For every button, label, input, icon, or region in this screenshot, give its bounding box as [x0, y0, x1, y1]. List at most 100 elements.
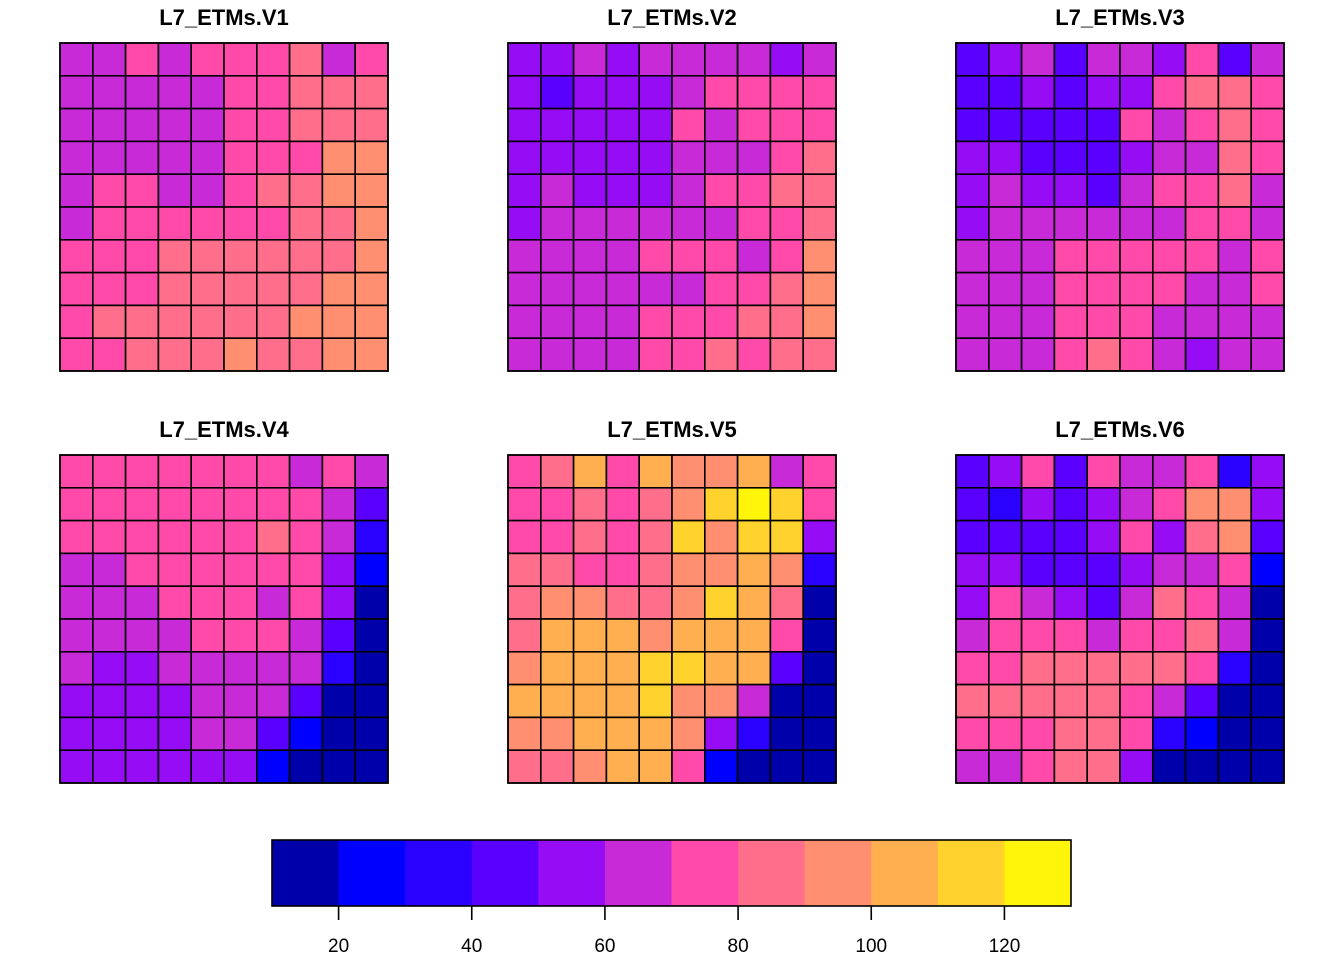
- heatmap-cell: [769, 304, 805, 339]
- heatmap-cell: [1152, 271, 1187, 307]
- heatmap-cell: [223, 75, 258, 110]
- heatmap-cell: [1217, 552, 1253, 588]
- heatmap-cell: [769, 683, 805, 719]
- panel-border: [955, 454, 1285, 784]
- heatmap-cell: [1184, 618, 1220, 653]
- heatmap-cell: [955, 173, 990, 208]
- heatmap-cell: [354, 107, 389, 143]
- heatmap-cell: [1053, 107, 1089, 143]
- heatmap-cell: [92, 42, 127, 77]
- heatmap-cell: [1184, 650, 1220, 686]
- heatmap-cell: [1053, 716, 1089, 752]
- heatmap-cell: [1119, 585, 1154, 620]
- heatmap-cell: [59, 585, 94, 620]
- heatmap-cell: [1250, 519, 1285, 555]
- heatmap-cell: [1217, 173, 1253, 208]
- heatmap-cell: [1020, 650, 1056, 686]
- heatmap-cell: [802, 585, 837, 620]
- heatmap-cell: [671, 486, 706, 522]
- heatmap-cell: [736, 239, 772, 274]
- heatmap-cell: [703, 75, 739, 110]
- heatmap-cell: [321, 683, 356, 719]
- heatmap-cell: [1053, 683, 1089, 719]
- heatmap-cell: [190, 749, 225, 784]
- heatmap-cell: [802, 618, 837, 653]
- heatmap-cell: [671, 42, 706, 77]
- heatmap-cell: [671, 173, 706, 208]
- heatmap-cell: [1053, 650, 1089, 686]
- heatmap-cell: [1119, 552, 1154, 588]
- heatmap-cell: [736, 206, 772, 241]
- heatmap-cell: [539, 585, 575, 620]
- heatmap-cell: [1152, 239, 1187, 274]
- heatmap-cell: [638, 749, 673, 784]
- heatmap-cell: [605, 519, 641, 555]
- heatmap-cell: [288, 519, 324, 555]
- heatmap-cell: [769, 454, 805, 489]
- heatmap-cell: [955, 75, 990, 110]
- heatmap-cell: [354, 271, 389, 307]
- heatmap-cell: [1250, 749, 1285, 784]
- heatmap-cell: [124, 206, 160, 241]
- heatmap-cell: [736, 337, 772, 372]
- heatmap-cell: [638, 716, 673, 752]
- heatmap-cell: [255, 337, 291, 372]
- heatmap-cell: [703, 716, 739, 752]
- heatmap-cell: [288, 75, 324, 110]
- heatmap-cell: [769, 486, 805, 522]
- panel-title: L7_ETMs.V2: [607, 5, 737, 30]
- legend-swatch: [604, 840, 672, 906]
- heatmap-cell: [1152, 304, 1187, 339]
- heatmap-cell: [59, 304, 94, 339]
- heatmap-cell: [671, 585, 706, 620]
- heatmap-cell: [124, 486, 160, 522]
- heatmap-cell: [1250, 107, 1285, 143]
- heatmap-cell: [802, 716, 837, 752]
- heatmap-cell: [802, 683, 837, 719]
- heatmap-cell: [1119, 107, 1154, 143]
- heatmap-cell: [190, 173, 225, 208]
- heatmap-cell: [507, 585, 542, 620]
- heatmap-cell: [288, 683, 324, 719]
- heatmap-cell: [124, 239, 160, 274]
- heatmap-cell: [605, 239, 641, 274]
- heatmap-cell: [769, 585, 805, 620]
- heatmap-cell: [1250, 271, 1285, 307]
- heatmap-cell: [1119, 271, 1154, 307]
- heatmap-cell: [605, 716, 641, 752]
- heatmap-cell: [539, 140, 575, 175]
- panel-title: L7_ETMs.V1: [159, 5, 289, 30]
- heatmap-cell: [354, 304, 389, 339]
- heatmap-cell: [802, 107, 837, 143]
- heatmap-cell: [987, 42, 1023, 77]
- heatmap-cell: [92, 618, 127, 653]
- heatmap-cell: [124, 683, 160, 719]
- heatmap-cell: [92, 173, 127, 208]
- heatmap-cell: [1152, 749, 1187, 784]
- heatmap-cell: [802, 519, 837, 555]
- heatmap-cell: [321, 271, 356, 307]
- heatmap-cell: [1053, 585, 1089, 620]
- heatmap-cell: [1119, 337, 1154, 372]
- heatmap-cell: [255, 519, 291, 555]
- heatmap-cell: [124, 173, 160, 208]
- heatmap-cell: [321, 304, 356, 339]
- heatmap-cell: [1053, 42, 1089, 77]
- heatmap-cell: [1250, 337, 1285, 372]
- heatmap-cell: [572, 337, 608, 372]
- heatmap-cell: [987, 239, 1023, 274]
- heatmap-cell: [769, 337, 805, 372]
- heatmap-cell: [638, 271, 673, 307]
- heatmap-cell: [703, 650, 739, 686]
- heatmap-cell: [802, 552, 837, 588]
- heatmap-cell: [1184, 42, 1220, 77]
- heatmap-cell: [92, 454, 127, 489]
- heatmap-cell: [539, 304, 575, 339]
- heatmap-cell: [638, 585, 673, 620]
- heatmap-cell: [1086, 271, 1121, 307]
- heatmap-cell: [124, 75, 160, 110]
- heatmap-cell: [157, 271, 192, 307]
- heatmap-cell: [1086, 585, 1121, 620]
- heatmap-cell: [223, 140, 258, 175]
- heatmap-cell: [1086, 337, 1121, 372]
